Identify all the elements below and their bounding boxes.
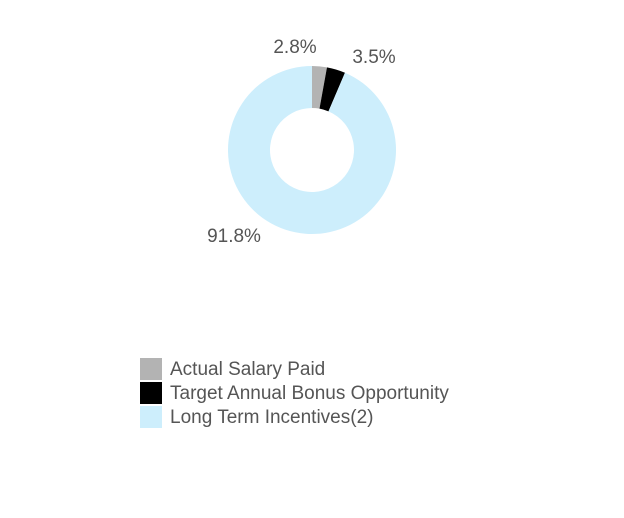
data-label: 2.8% bbox=[273, 37, 316, 58]
legend-swatch bbox=[140, 382, 162, 404]
legend-label: Actual Salary Paid bbox=[170, 359, 325, 380]
donut-slice bbox=[312, 66, 327, 109]
donut-slice bbox=[319, 67, 345, 112]
data-label: 3.5% bbox=[352, 47, 395, 68]
legend-swatch bbox=[140, 358, 162, 380]
legend-label: Target Annual Bonus Opportunity bbox=[170, 383, 449, 404]
legend-swatch bbox=[140, 406, 162, 428]
legend-label: Long Term Incentives(2) bbox=[170, 407, 373, 428]
donut-slice bbox=[228, 66, 397, 235]
data-label: 91.8% bbox=[207, 226, 261, 247]
